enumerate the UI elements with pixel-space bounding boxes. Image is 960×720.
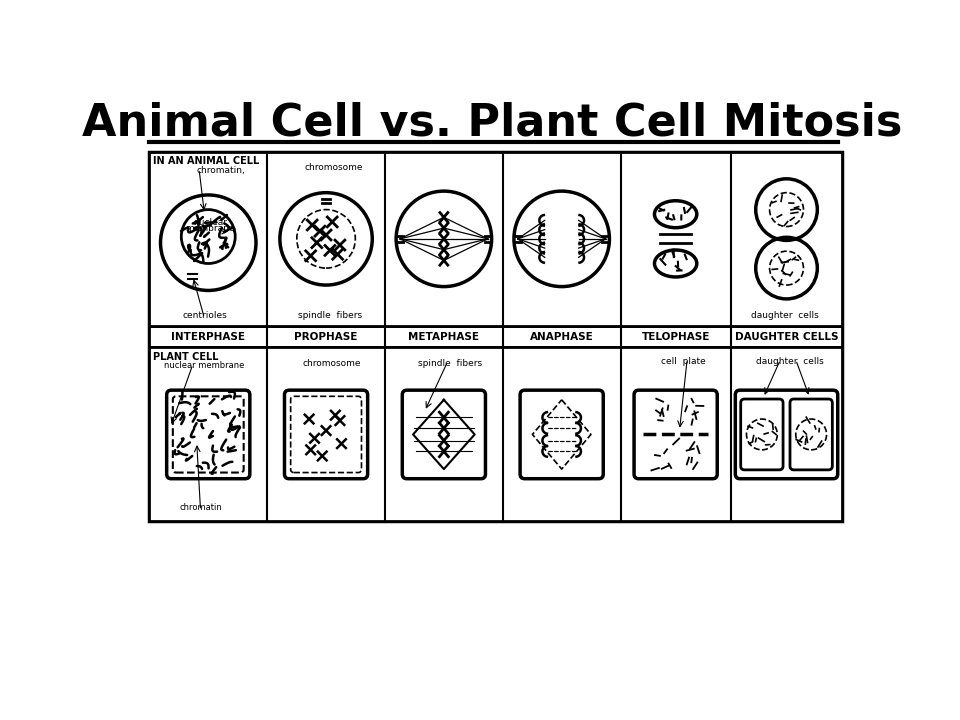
FancyBboxPatch shape: [634, 390, 717, 479]
Text: spindle  fibers: spindle fibers: [298, 311, 362, 320]
Text: TELOPHASE: TELOPHASE: [641, 332, 709, 342]
Text: chromatin,: chromatin,: [197, 166, 246, 175]
Text: METAPHASE: METAPHASE: [408, 332, 479, 342]
Text: centrioles: centrioles: [182, 311, 227, 320]
Text: PROPHASE: PROPHASE: [295, 332, 358, 342]
Text: daughter  cells: daughter cells: [751, 311, 819, 320]
Text: Animal Cell vs. Plant Cell Mitosis: Animal Cell vs. Plant Cell Mitosis: [82, 102, 902, 145]
FancyBboxPatch shape: [402, 390, 486, 479]
Bar: [150, 326, 842, 348]
Text: daughter  cells: daughter cells: [756, 356, 825, 366]
FancyBboxPatch shape: [735, 390, 838, 479]
Text: IN AN ANIMAL CELL: IN AN ANIMAL CELL: [154, 156, 259, 166]
FancyBboxPatch shape: [520, 390, 603, 479]
Text: cell  plate: cell plate: [661, 356, 706, 366]
FancyBboxPatch shape: [741, 399, 783, 470]
FancyBboxPatch shape: [284, 390, 368, 479]
Text: chromatin: chromatin: [180, 503, 222, 512]
Bar: [150, 152, 842, 326]
Text: membrane: membrane: [185, 224, 234, 233]
Text: DAUGHTER CELLS: DAUGHTER CELLS: [734, 332, 838, 342]
Text: nuclear membrane: nuclear membrane: [164, 361, 245, 370]
FancyBboxPatch shape: [173, 396, 244, 472]
FancyBboxPatch shape: [167, 390, 250, 479]
Text: PLANT CELL: PLANT CELL: [154, 352, 219, 362]
FancyBboxPatch shape: [291, 396, 362, 472]
Text: spindle  fibers: spindle fibers: [418, 359, 482, 368]
Text: ANAPHASE: ANAPHASE: [530, 332, 593, 342]
Bar: [150, 152, 842, 521]
Text: INTERPHASE: INTERPHASE: [171, 332, 245, 342]
Text: chromosome: chromosome: [304, 163, 363, 172]
Bar: [150, 348, 842, 521]
FancyBboxPatch shape: [790, 399, 832, 470]
Text: nuclear: nuclear: [193, 218, 227, 228]
Text: chromosome: chromosome: [303, 359, 362, 368]
